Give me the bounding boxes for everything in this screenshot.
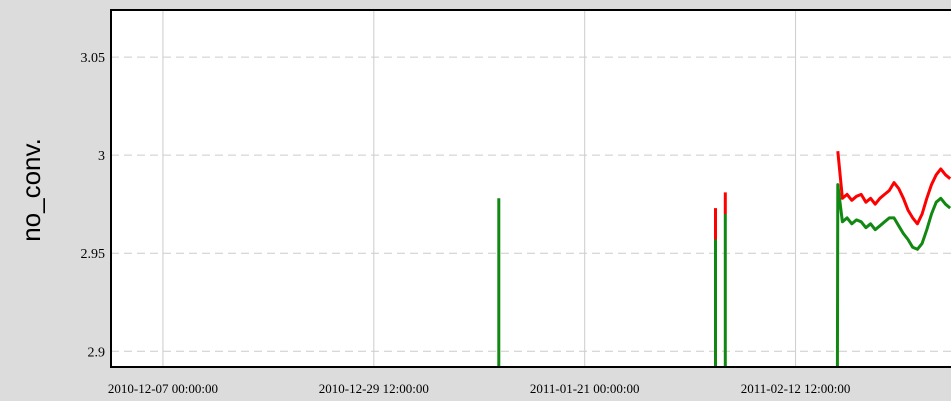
grid [111,10,951,367]
y-tick-label: 3 [98,149,105,164]
series-line [714,151,951,240]
plot-area [110,9,951,368]
x-tick-label: 2011-01-21 00:00:00 [530,381,640,396]
series-group [497,151,951,367]
x-tick-label: 2010-12-07 00:00:00 [108,381,218,396]
y-axis-label: no_conv. [16,138,46,242]
x-tick-label: 2010-12-29 12:00:00 [319,381,429,396]
plot-area [110,9,951,368]
x-tick-label: 2011-02-12 12:00:00 [741,381,851,396]
y-tick-label: 3.05 [81,51,106,66]
y-tick-label: 2.9 [88,345,106,360]
y-tick-label: 2.95 [81,247,106,262]
series-line [497,183,951,367]
